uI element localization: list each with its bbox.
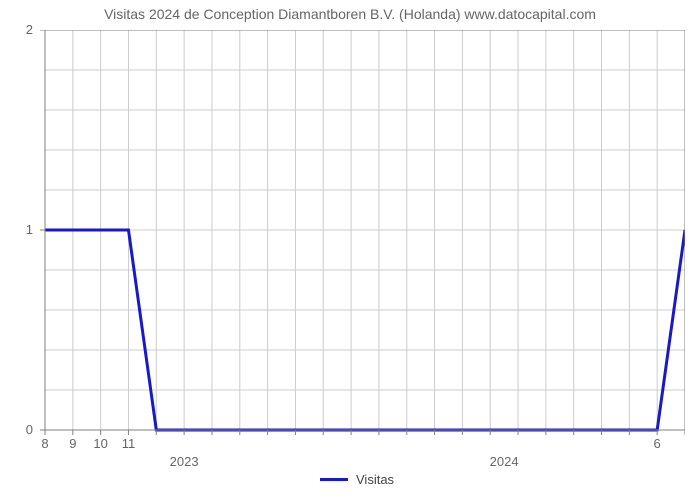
chart-title: Visitas 2024 de Conception Diamantboren …: [0, 6, 700, 22]
x-tick-label: 8: [30, 436, 60, 451]
x-category-label: 2023: [154, 454, 214, 469]
chart-svg: [39, 30, 685, 436]
x-tick-label: 6: [642, 436, 672, 451]
x-tick-label: 11: [113, 436, 143, 451]
x-tick-label: 10: [86, 436, 116, 451]
chart-container: { "chart": { "type": "line", "title": "V…: [0, 0, 700, 500]
x-category-label: 2024: [474, 454, 534, 469]
y-tick-label: 1: [0, 222, 33, 237]
legend-label: Visitas: [356, 472, 394, 487]
y-tick-label: 0: [0, 422, 33, 437]
legend: Visitas: [320, 472, 394, 487]
legend-swatch: [320, 478, 348, 481]
x-tick-label: 9: [58, 436, 88, 451]
series-line: [45, 230, 685, 430]
y-tick-label: 2: [0, 22, 33, 37]
plot-area: [45, 30, 685, 430]
